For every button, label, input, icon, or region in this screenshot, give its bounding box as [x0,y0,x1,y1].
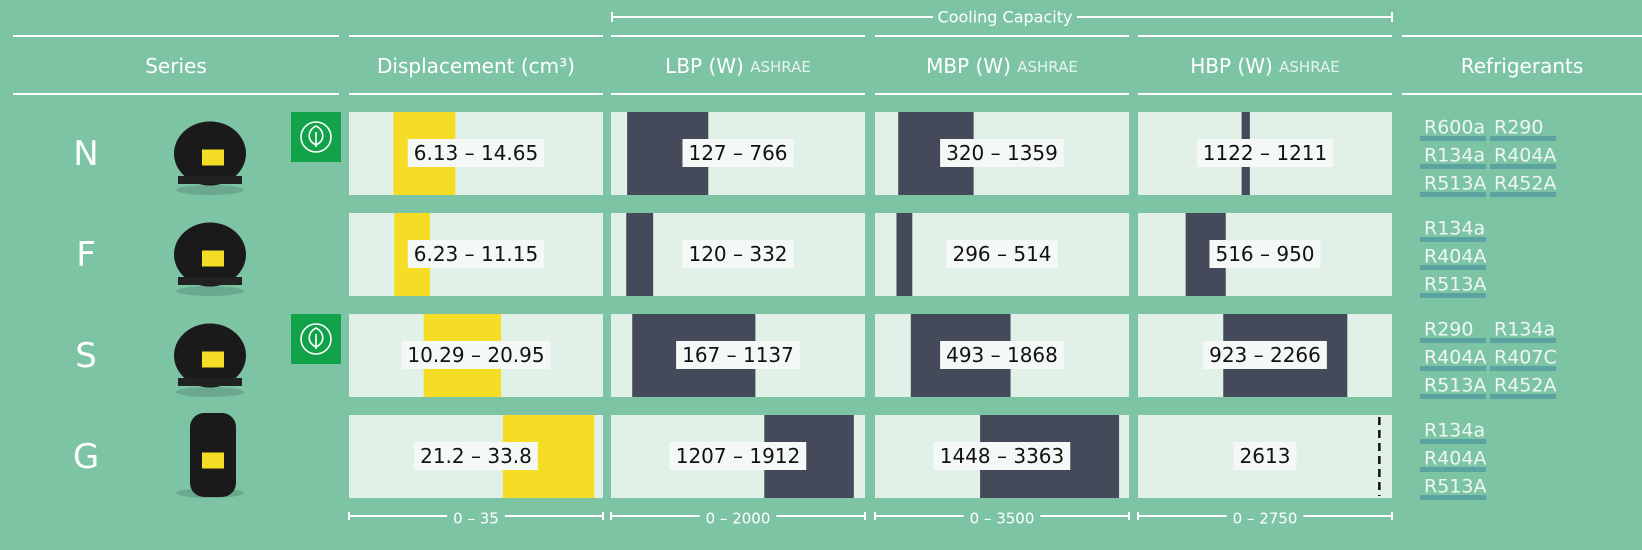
column-label: HBP (W) [1190,54,1273,78]
column-header: Series [145,54,207,78]
range-label: 1207 – 1912 [676,444,801,468]
refrigerant: R407C [1494,347,1557,369]
refrigerant: R452A [1494,375,1556,397]
column-header: HBP (W) ASHRAE [1190,54,1340,78]
compressor-shadow [176,387,244,397]
refrigerant: R452A [1494,173,1556,195]
refrigerant: R600a [1424,117,1485,139]
column-label: Displacement (cm³) [377,54,575,78]
range-label: 320 – 1359 [946,141,1058,165]
column-note: ASHRAE [750,58,811,76]
compressor-label [202,251,224,267]
refrigerant: R513A [1424,476,1486,498]
column-label: Refrigerants [1461,54,1584,78]
series-name: G [73,437,99,477]
refrigerant: R513A [1424,375,1486,397]
refrigerant: R290 [1494,117,1543,139]
column-label: MBP (W) [926,54,1011,78]
refrigerant: R134a [1424,420,1485,442]
compressor-shadow [176,185,244,195]
range-bar [896,213,912,296]
compressor-image [174,324,246,398]
scale-label: 0 – 2000 [706,510,771,528]
refrigerant: R513A [1424,274,1486,296]
range-label: 1122 – 1211 [1203,141,1328,165]
range-label: 10.29 – 20.95 [407,343,544,367]
compressor-base [178,277,242,285]
refrigerant: R290 [1424,319,1473,341]
refrigerant: R134a [1424,218,1485,240]
range-label: 127 – 766 [688,141,787,165]
column-label: LBP (W) [665,54,744,78]
series-name: N [73,134,98,174]
column-header: LBP (W) ASHRAE [665,54,811,78]
range-label: 296 – 514 [952,242,1051,266]
range-label: 493 – 1868 [946,343,1058,367]
column-header: MBP (W) ASHRAE [926,54,1078,78]
series-name: S [75,336,97,376]
compressor-shadow [176,286,244,296]
refrigerant: R134a [1494,319,1555,341]
column-label: Series [145,54,207,78]
series-name: F [76,235,96,275]
range-label: 516 – 950 [1215,242,1314,266]
range-label: 1448 – 3363 [940,444,1065,468]
scale-label: 0 – 3500 [970,510,1035,528]
range-label: 6.13 – 14.65 [414,141,539,165]
column-header: Displacement (cm³) [377,54,575,78]
scale-label: 0 – 2750 [1233,510,1298,528]
refrigerant: R404A [1424,448,1486,470]
refrigerant: R404A [1424,347,1486,369]
range-label: 21.2 – 33.8 [420,444,532,468]
compressor-image [174,122,246,196]
range-table: Cooling Capacity Series Displacement (cm³… [0,0,1642,550]
group-title: Cooling Capacity [938,8,1073,27]
scale-label: 0 – 35 [453,510,499,528]
column-note: ASHRAE [1279,58,1340,76]
refrigerant: R513A [1424,173,1486,195]
compressor-label [202,453,224,469]
refrigerant: R404A [1494,145,1556,167]
range-label: 120 – 332 [688,242,787,266]
refrigerant: R404A [1424,246,1486,268]
refrigerant: R134a [1424,145,1485,167]
compressor-base [178,378,242,386]
compressor-label [202,352,224,368]
compressor-image [176,413,244,498]
compressor-base [178,176,242,184]
page: {"header": {"group": "Cooling Capacity",… [0,0,1642,550]
range-label: 6.23 – 11.15 [414,242,539,266]
range-label: 923 – 2266 [1209,343,1321,367]
column-note: ASHRAE [1017,58,1078,76]
range-bar [626,213,653,296]
range-label: 167 – 1137 [682,343,794,367]
compressor-label [202,150,224,166]
compressor-image [174,223,246,297]
column-header: Refrigerants [1461,54,1584,78]
range-label: 2613 [1240,444,1291,468]
